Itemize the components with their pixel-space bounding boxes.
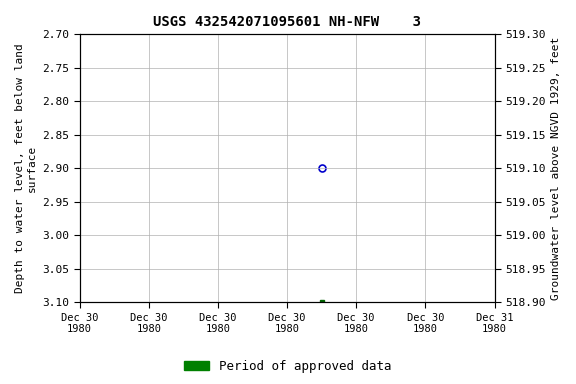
Y-axis label: Depth to water level, feet below land
surface: Depth to water level, feet below land su… bbox=[15, 43, 37, 293]
Title: USGS 432542071095601 NH-NFW    3: USGS 432542071095601 NH-NFW 3 bbox=[153, 15, 421, 29]
Legend: Period of approved data: Period of approved data bbox=[179, 355, 397, 378]
Y-axis label: Groundwater level above NGVD 1929, feet: Groundwater level above NGVD 1929, feet bbox=[551, 37, 561, 300]
